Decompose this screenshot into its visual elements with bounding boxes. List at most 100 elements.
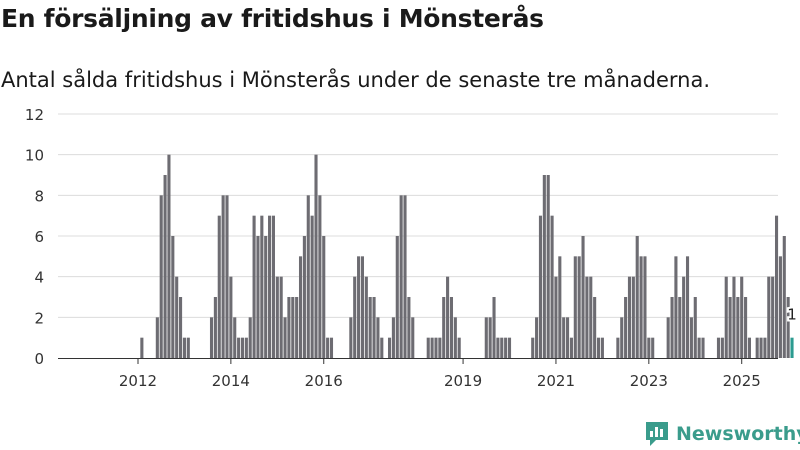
- y-tick-label: 4: [34, 269, 44, 287]
- bar: [596, 337, 601, 358]
- bar: [786, 297, 790, 358]
- bar: [372, 297, 376, 358]
- x-tick-label: 2021: [537, 372, 575, 390]
- bar: [217, 215, 221, 358]
- bar: [322, 236, 326, 358]
- bar: [647, 337, 651, 358]
- bar: [248, 317, 252, 358]
- bar: [453, 317, 457, 358]
- bar: [326, 337, 330, 358]
- bar: [531, 337, 535, 358]
- bar: [507, 337, 512, 358]
- bar: [635, 236, 639, 358]
- bar: [693, 297, 697, 358]
- y-axis-labels: 0 2 4 6 8 10 12: [25, 106, 44, 368]
- bar: [763, 337, 767, 358]
- bar: [310, 215, 314, 358]
- bar: [550, 215, 554, 358]
- bar: [306, 195, 310, 358]
- bar: [279, 276, 283, 358]
- bar: [380, 337, 384, 358]
- x-tick-label: 2023: [630, 372, 668, 390]
- bar: [426, 337, 430, 358]
- bar: [736, 297, 740, 358]
- y-tick-label: 2: [34, 309, 44, 327]
- bar: [329, 337, 334, 358]
- bar-latest: [790, 337, 794, 358]
- bar: [229, 276, 233, 358]
- bar: [631, 276, 635, 358]
- bar: [155, 317, 159, 358]
- bar: [318, 195, 322, 358]
- bar: [314, 154, 318, 358]
- brand-logo[interactable]: Newsworthy: [644, 420, 800, 448]
- bar: [689, 317, 693, 358]
- bar: [697, 337, 701, 358]
- bar: [171, 236, 175, 358]
- last-value-annotation: 1: [785, 304, 799, 326]
- bar: [542, 175, 546, 358]
- bar: [442, 297, 446, 358]
- bar: [233, 317, 237, 358]
- bar: [368, 297, 372, 358]
- bar: [566, 317, 570, 358]
- bar: [283, 317, 287, 358]
- bar: [670, 297, 674, 358]
- bar: [759, 337, 763, 358]
- bar: [438, 337, 442, 358]
- bar: [399, 195, 403, 358]
- bar: [782, 236, 786, 358]
- x-tick-label: 2012: [119, 372, 157, 390]
- bar: [349, 317, 353, 358]
- brand-name: Newsworthy: [676, 423, 800, 445]
- bar: [376, 317, 380, 358]
- bar: [186, 337, 190, 358]
- bar: [778, 256, 782, 358]
- bar: [600, 337, 604, 358]
- bar: [724, 276, 728, 358]
- bar: [457, 337, 461, 358]
- bar: [295, 297, 299, 358]
- bar: [291, 297, 295, 358]
- bar: [732, 276, 736, 358]
- bar: [302, 236, 306, 358]
- bar: [271, 215, 275, 358]
- bar: [209, 317, 214, 358]
- bar: [546, 175, 550, 358]
- x-tick-label: 2014: [212, 372, 250, 390]
- bar: [252, 215, 256, 358]
- bar: [573, 256, 577, 358]
- last-value-label: 1: [787, 306, 797, 324]
- bar: [163, 175, 167, 358]
- bar: [771, 276, 775, 358]
- bar: [488, 317, 492, 358]
- bar: [716, 337, 721, 358]
- chart-title: En försäljning av fritidshus i Mönsterås: [1, 4, 544, 33]
- bar: [755, 337, 759, 358]
- bar: [360, 256, 364, 358]
- bar: [357, 256, 361, 358]
- bar: [237, 337, 241, 358]
- bar: [627, 276, 632, 358]
- bar: [411, 317, 415, 358]
- bar: [175, 276, 179, 358]
- x-tick-label: 2019: [444, 372, 482, 390]
- bar: [256, 236, 260, 358]
- bar: [643, 256, 647, 358]
- bar: [639, 256, 643, 358]
- bar: [744, 297, 748, 358]
- bar: [225, 195, 229, 358]
- bar: [213, 297, 217, 358]
- bar: [449, 297, 454, 358]
- y-tick-label: 10: [25, 147, 44, 165]
- newsworthy-logo-icon: [646, 422, 668, 446]
- bar: [577, 256, 581, 358]
- bar: [264, 236, 268, 358]
- bar: [167, 154, 171, 358]
- bar: [678, 297, 682, 358]
- bar: [728, 297, 732, 358]
- y-tick-label: 8: [34, 187, 44, 205]
- bar: [674, 256, 678, 358]
- bar: [585, 276, 589, 358]
- bar: [535, 317, 539, 358]
